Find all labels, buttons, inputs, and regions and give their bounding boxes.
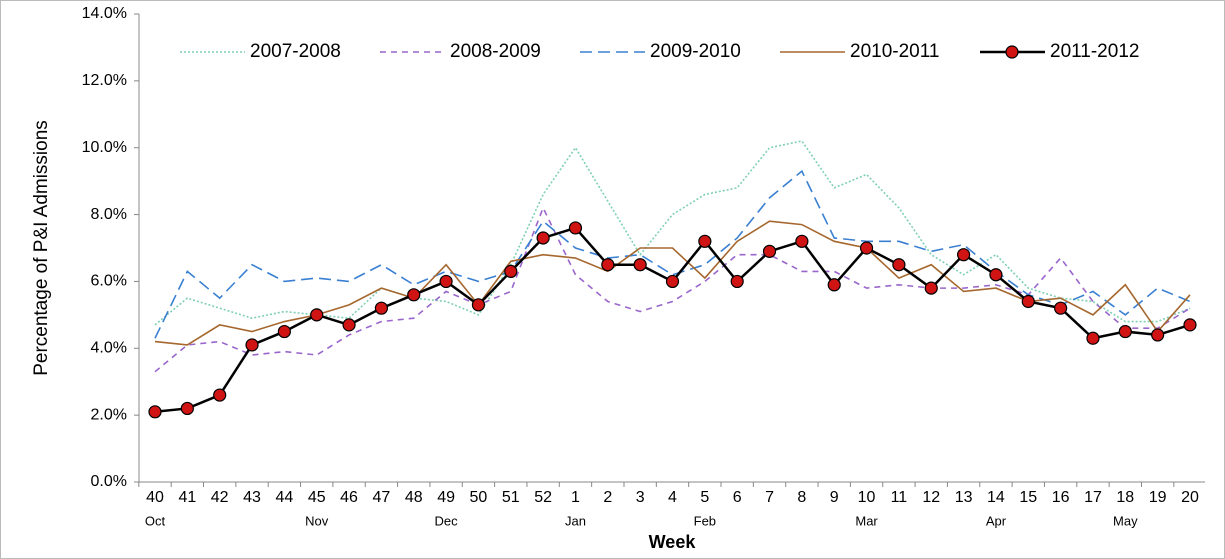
x-tick-label: 41 (178, 489, 196, 506)
x-tick-label: 13 (955, 489, 973, 506)
x-tick-label: 14 (987, 489, 1005, 506)
x-tick-label: 11 (891, 489, 908, 506)
data-point (374, 301, 389, 315)
x-tick-label: 52 (534, 489, 552, 506)
y-tick-label: 6.0% (91, 273, 127, 290)
x-tick-label: 47 (373, 489, 391, 506)
data-point (1118, 324, 1132, 339)
month-label: Nov (305, 513, 329, 528)
x-tick-label: 50 (470, 489, 488, 506)
data-point (924, 281, 938, 295)
data-point (665, 274, 680, 289)
x-tick-label: 17 (1084, 489, 1102, 506)
data-point (762, 244, 777, 258)
x-tick-label: 9 (830, 489, 839, 506)
series-line (154, 169, 1191, 339)
x-tick-label: 2 (603, 489, 612, 506)
month-label: May (1113, 513, 1138, 528)
data-point (536, 231, 550, 245)
x-tick-label: 20 (1181, 489, 1199, 506)
data-point (568, 221, 583, 235)
data-point (1054, 301, 1068, 315)
x-tick-label: 7 (765, 489, 774, 506)
data-point (1151, 328, 1165, 342)
data-point (213, 388, 227, 402)
data-point (310, 308, 324, 322)
data-point (471, 298, 486, 312)
month-label: Feb (694, 513, 716, 528)
data-point (439, 274, 453, 289)
data-point (601, 258, 615, 272)
y-tick-label: 8.0% (91, 206, 127, 223)
data-point (827, 278, 841, 292)
x-tick-label: 12 (922, 489, 940, 506)
y-tick-label: 4.0% (91, 340, 127, 357)
data-point (180, 401, 194, 416)
data-point (148, 405, 162, 419)
x-tick-label: 4 (668, 489, 677, 506)
month-label: Oct (145, 513, 166, 528)
x-tick-label: 48 (405, 489, 423, 506)
data-point (1086, 331, 1100, 345)
x-axis-label: Week (649, 532, 697, 552)
data-point (859, 241, 874, 255)
y-tick-label: 14.0% (82, 5, 127, 22)
x-tick-label: 42 (211, 489, 229, 506)
y-tick-label: 12.0% (82, 72, 127, 89)
month-label: Mar (855, 513, 878, 528)
x-tick-label: 43 (243, 489, 261, 506)
x-tick-label: 10 (858, 489, 876, 506)
x-tick-label: 15 (1019, 489, 1037, 506)
legend-label: 2008-2009 (450, 41, 541, 62)
x-tick-label: 5 (700, 489, 709, 506)
data-point (956, 248, 971, 262)
y-tick-label: 2.0% (91, 406, 127, 423)
series-line (154, 226, 1191, 414)
data-point (892, 258, 906, 272)
data-point (633, 258, 647, 272)
x-tick-label: 8 (797, 489, 806, 506)
x-tick-label: 40 (146, 489, 164, 506)
legend-label: 2009-2010 (650, 41, 741, 62)
x-tick-label: 45 (308, 489, 326, 506)
y-tick-label: 10.0% (82, 139, 127, 156)
x-tick-label: 3 (636, 489, 645, 506)
x-tick-label: 19 (1149, 489, 1167, 506)
month-label: Dec (435, 513, 459, 528)
x-tick-label: 51 (502, 489, 520, 506)
series-line (154, 140, 1191, 326)
x-tick-label: 1 (571, 489, 580, 506)
data-point (504, 264, 518, 278)
series-line (154, 220, 1191, 346)
data-point (245, 338, 259, 352)
month-label: Jan (565, 513, 586, 528)
data-point (1183, 318, 1197, 332)
y-axis-label: Percentage of P&I Admissions (31, 120, 52, 376)
series-line (154, 205, 1191, 373)
x-tick-label: 46 (340, 489, 358, 506)
data-point (698, 234, 712, 248)
data-point (277, 324, 291, 339)
data-point (407, 288, 421, 302)
x-tick-label: 44 (275, 489, 293, 506)
legend-label: 2011-2012 (1050, 41, 1139, 62)
x-tick-label: 49 (437, 489, 455, 506)
data-point (1021, 294, 1035, 309)
month-label: Apr (986, 513, 1007, 528)
data-point (989, 268, 1003, 282)
x-tick-label: 16 (1052, 489, 1070, 506)
legend-label: 2010-2011 (850, 41, 939, 62)
data-point (342, 318, 356, 332)
data-point (730, 274, 744, 289)
legend-label: 2007-2008 (250, 41, 341, 62)
x-tick-label: 18 (1116, 489, 1134, 506)
data-point (795, 234, 809, 248)
legend-marker (1005, 45, 1019, 59)
y-tick-label: 0.0% (91, 473, 127, 490)
x-tick-label: 6 (733, 489, 742, 506)
